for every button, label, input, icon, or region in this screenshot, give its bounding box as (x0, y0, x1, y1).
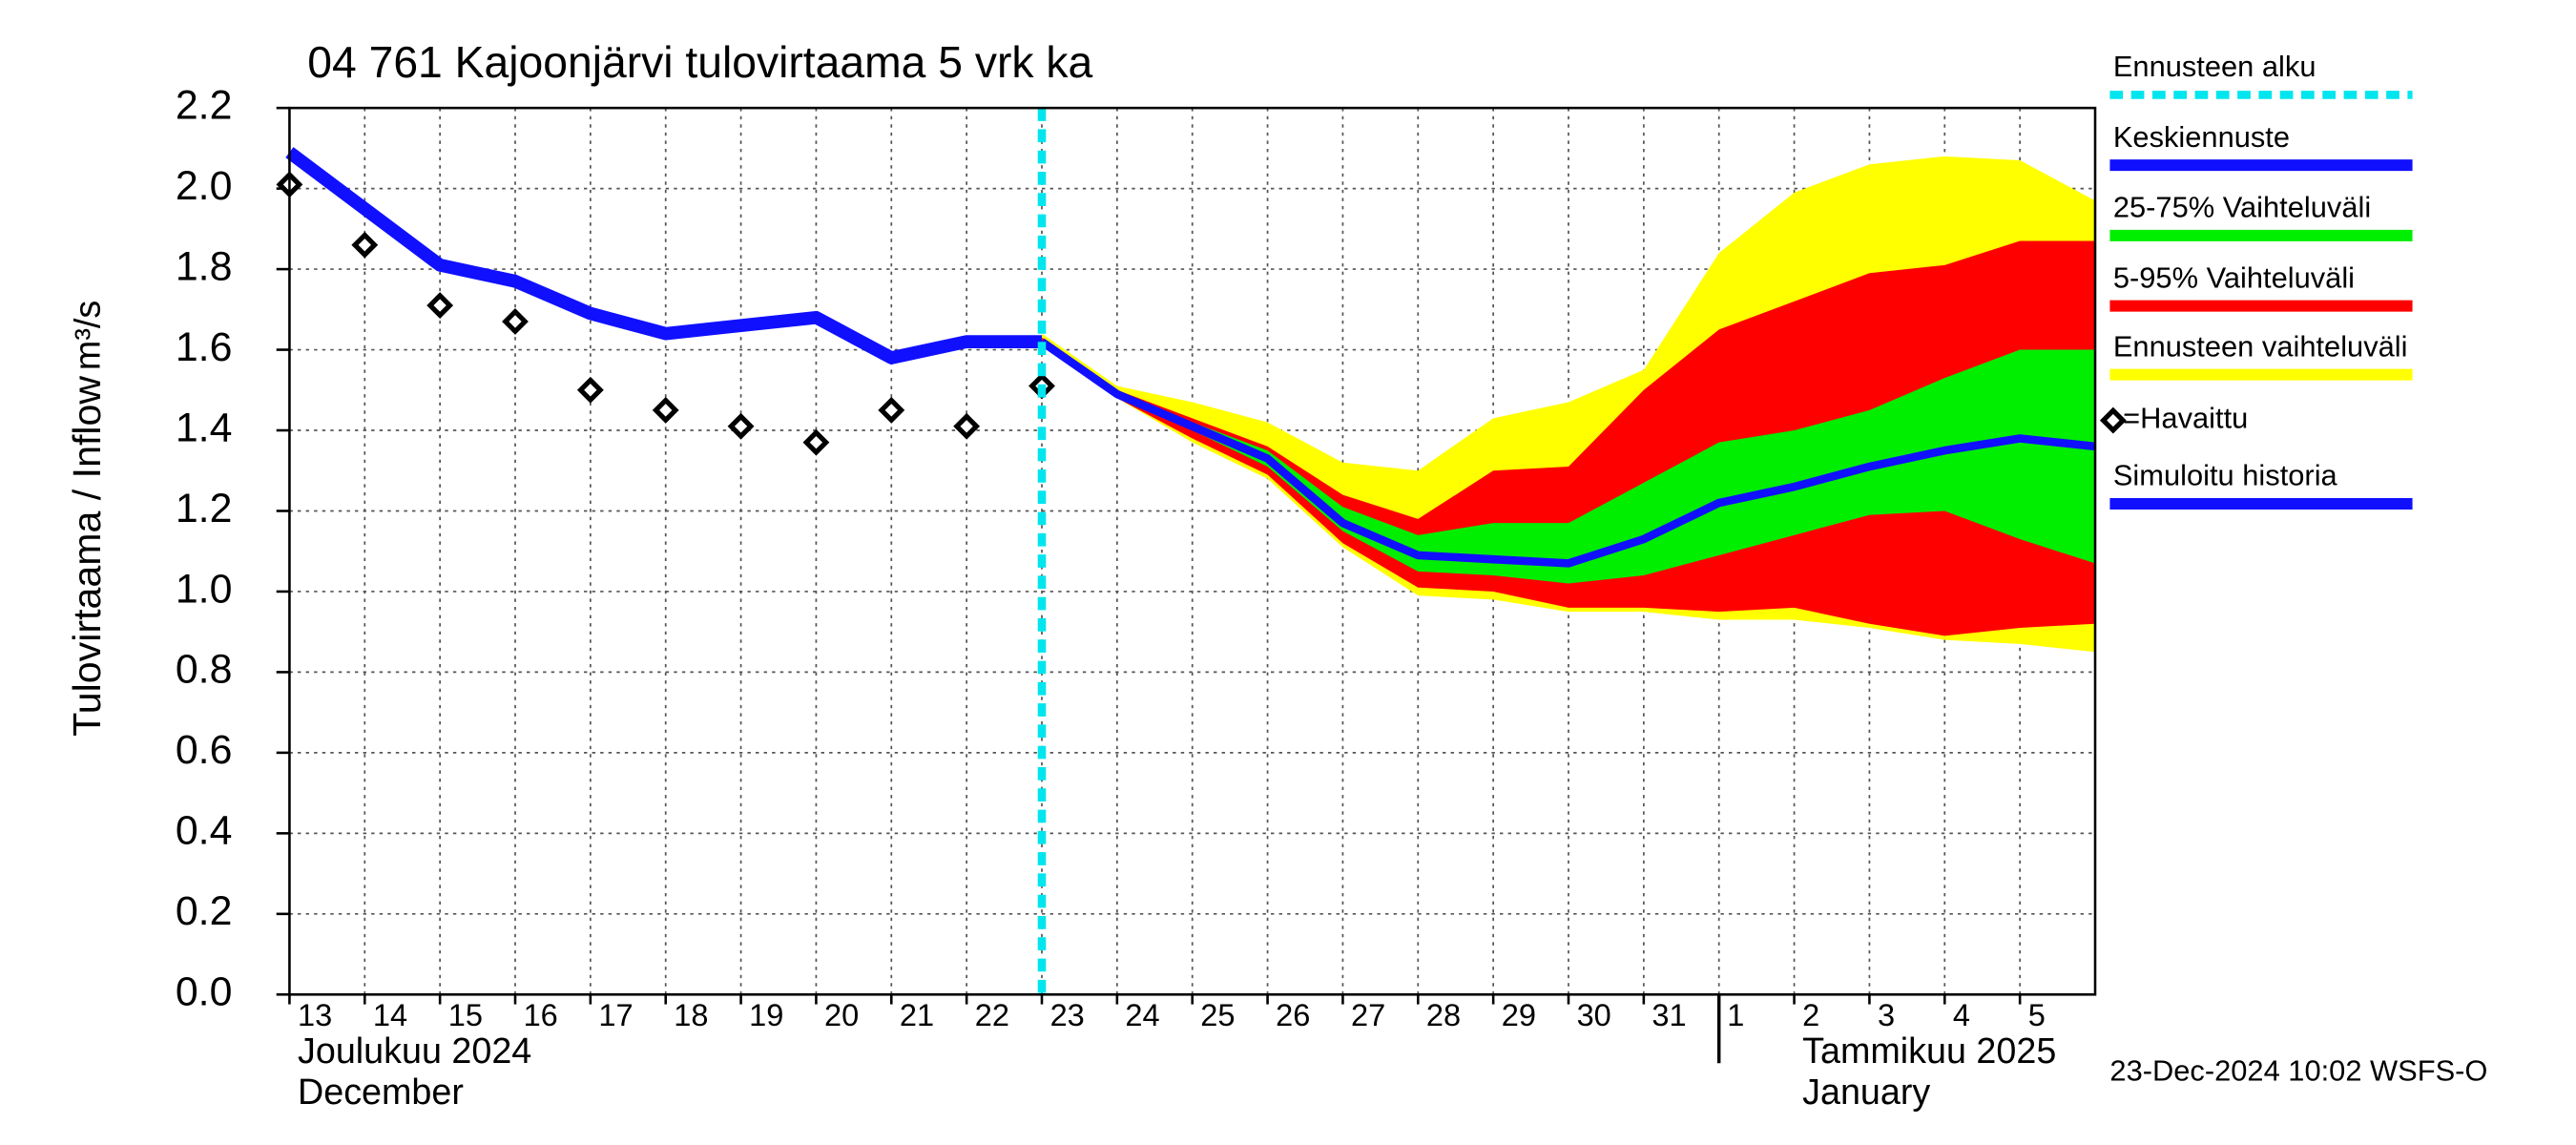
x-tick-label: 1 (1727, 998, 1744, 1032)
y-tick-label: 1.8 (176, 243, 233, 289)
y-tick-label: 0.0 (176, 969, 233, 1015)
y-tick-label: 1.6 (176, 324, 233, 370)
x-tick-label: 24 (1125, 998, 1159, 1032)
y-tick-label: 2.2 (176, 82, 233, 128)
legend-label: 5-95% Vaihteluväli (2113, 260, 2355, 294)
y-tick-label: 1.0 (176, 566, 233, 612)
x-tick-label: 29 (1502, 998, 1536, 1032)
x-tick-label: 13 (298, 998, 332, 1032)
x-tick-label: 31 (1652, 998, 1686, 1032)
x-tick-label: 16 (524, 998, 558, 1032)
x-tick-label: 30 (1577, 998, 1611, 1032)
y-tick-label: 0.2 (176, 888, 233, 934)
observed-point (953, 412, 981, 440)
month-label: Joulukuu 2024 (298, 1030, 531, 1071)
x-tick-label: 26 (1276, 998, 1310, 1032)
observed-point (426, 292, 454, 320)
x-tick-label: 18 (674, 998, 708, 1032)
observed-point (878, 396, 905, 424)
plot-frame (288, 106, 2097, 996)
x-tick-label: 2 (1802, 998, 1819, 1032)
band-area (1042, 342, 2095, 584)
y-tick-label: 1.2 (176, 486, 233, 531)
series-line (1039, 338, 2096, 568)
band-area (1042, 240, 2095, 636)
observed-point (351, 231, 379, 259)
x-tick-label: 25 (1200, 998, 1235, 1032)
x-tick-label: 15 (448, 998, 483, 1032)
x-tick-label: 21 (900, 998, 934, 1032)
x-tick-label: 23 (1050, 998, 1085, 1032)
x-tick-label: 5 (2028, 998, 2046, 1032)
legend-label: Keskiennuste (2113, 120, 2290, 154)
month-label: Tammikuu 2025 (1802, 1030, 2056, 1071)
y-tick-label: 0.8 (176, 647, 233, 693)
observed-point (727, 412, 755, 440)
x-tick-label: 22 (975, 998, 1009, 1032)
legend-label: 25-75% Vaihteluväli (2113, 191, 2371, 224)
x-tick-label: 27 (1351, 998, 1385, 1032)
series-line (285, 147, 1042, 364)
legend-marker (2099, 406, 2127, 434)
legend-label: Ennusteen vaihteluväli (2113, 329, 2408, 363)
y-tick-label: 0.4 (176, 808, 233, 854)
observed-point (502, 308, 529, 335)
chart-title: 04 761 Kajoonjärvi tulovirtaama 5 vrk ka (307, 37, 1092, 87)
x-tick-label: 28 (1426, 998, 1461, 1032)
footer: 23-Dec-2024 10:02 WSFS-O (2109, 1054, 2487, 1088)
x-tick-label: 3 (1878, 998, 1895, 1032)
y-tick-label: 2.0 (176, 163, 233, 209)
month-label: January (1802, 1072, 1930, 1112)
y-tick-label: 1.4 (176, 405, 233, 450)
legend-label: =Havaittu (2123, 402, 2248, 435)
x-tick-label: 17 (598, 998, 633, 1032)
observed-point (576, 376, 604, 404)
observed-point (802, 428, 830, 456)
y-tick-label: 0.6 (176, 727, 233, 773)
x-tick-label: 4 (1953, 998, 1970, 1032)
y-axis-label: Tulovirtaama / Inflow (65, 376, 109, 737)
x-tick-label: 14 (373, 998, 407, 1032)
x-tick-label: 19 (749, 998, 783, 1032)
y-axis-unit: m³/s (67, 301, 107, 370)
observed-point (652, 396, 679, 424)
legend-label: Ennusteen alku (2113, 50, 2316, 83)
x-tick-label: 20 (824, 998, 859, 1032)
month-label: December (298, 1072, 464, 1112)
legend-label: Simuloitu historia (2113, 459, 2338, 492)
